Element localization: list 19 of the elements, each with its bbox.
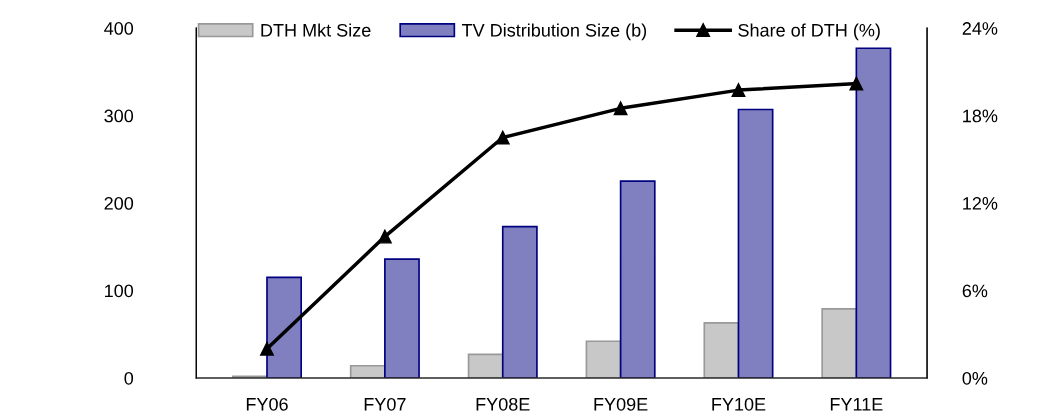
y-tick-label: 100 bbox=[105, 284, 134, 298]
y2-tick-label: 18% bbox=[963, 109, 998, 123]
y2-tick-label: 24% bbox=[962, 22, 998, 35]
y-tick-label: 0 bbox=[124, 371, 134, 385]
y-tick-label: 300 bbox=[104, 109, 134, 123]
x-tick-label: FY10E bbox=[712, 397, 766, 411]
x-tick-label: FY09E bbox=[594, 397, 648, 411]
legend-label: TV Distribution Size (b) bbox=[461, 23, 647, 41]
x-tick-label: FY11E bbox=[830, 398, 883, 411]
y-tick-label: 400 bbox=[104, 22, 134, 35]
legend-label: DTH Mkt Size bbox=[261, 23, 371, 37]
y-tick-label: 200 bbox=[104, 197, 134, 210]
y2-tick-label: 12% bbox=[963, 197, 998, 210]
y2-tick-label: 0% bbox=[962, 371, 988, 385]
y2-tick-label: 6% bbox=[962, 284, 988, 298]
legend-label: Share of DTH (%) bbox=[738, 23, 880, 41]
x-tick-label: FY06 bbox=[246, 397, 288, 411]
x-tick-label: FY08E bbox=[476, 397, 530, 411]
x-tick-label: FY07 bbox=[364, 397, 406, 411]
